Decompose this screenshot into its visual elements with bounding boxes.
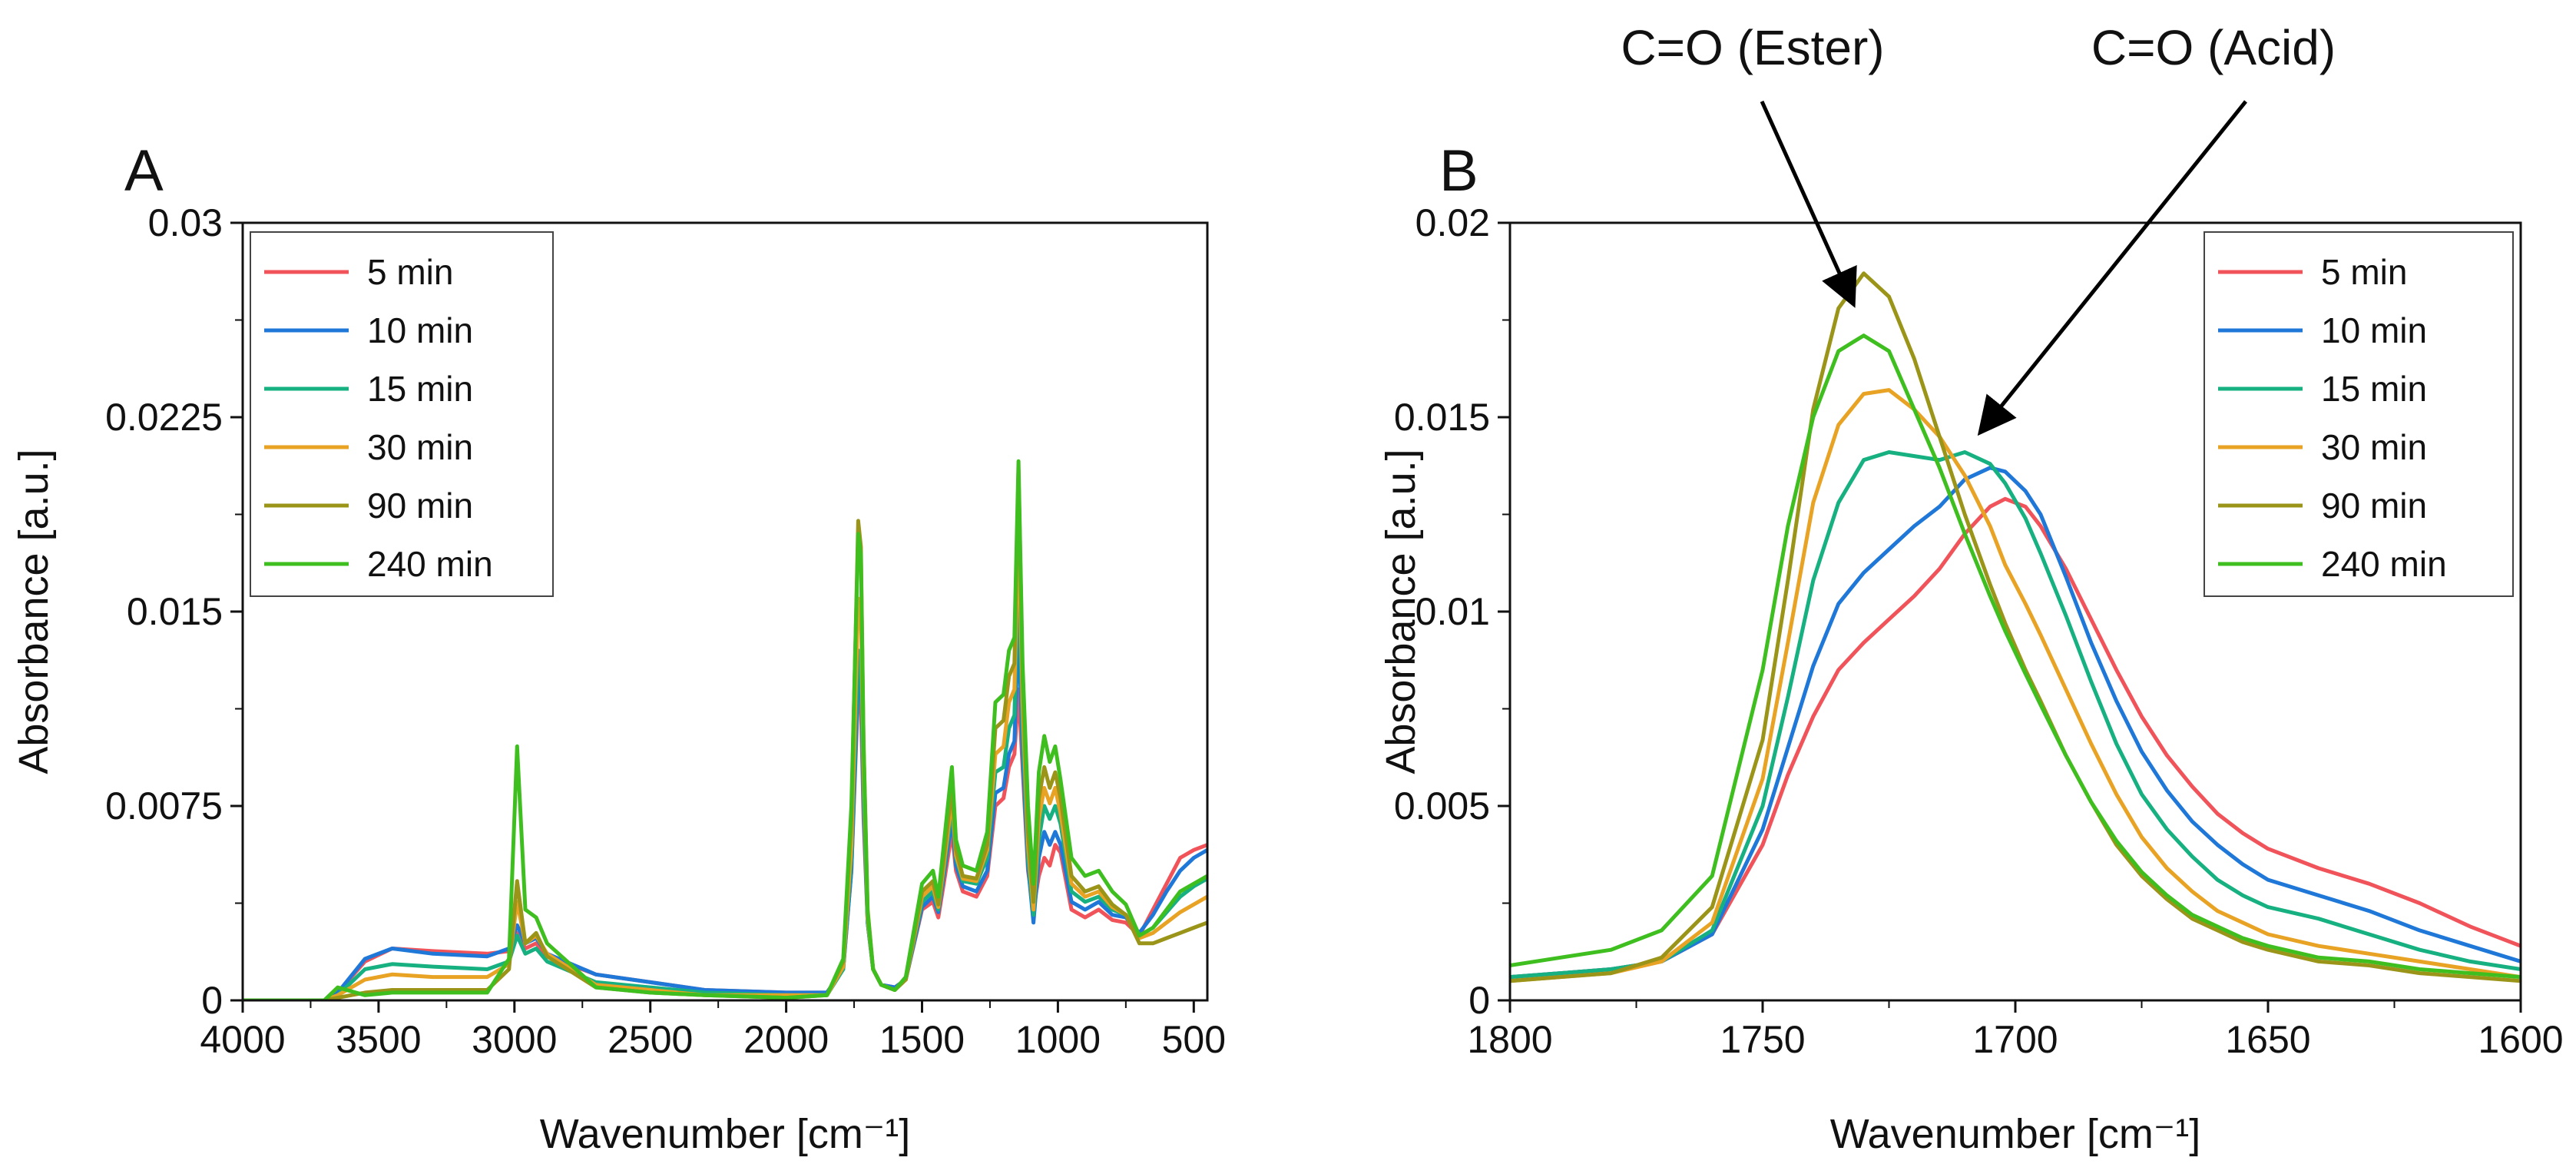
legend-box [250, 231, 554, 597]
x-tick-label: 1650 [2225, 1018, 2310, 1061]
y-tick-label: 0 [201, 979, 223, 1022]
series-line-240-min [1510, 333, 2521, 980]
series-line-90-min [1510, 271, 2521, 983]
y-tick-label: 0.005 [1394, 784, 1490, 827]
y-tick-label: 0.015 [1394, 396, 1490, 439]
y-tick-label: 0 [1468, 979, 1490, 1022]
x-tick-label: 1700 [1972, 1018, 2058, 1061]
series-lines [243, 459, 1207, 1000]
x-tick-label: 1750 [1720, 1018, 1805, 1061]
x-tick-label: 4000 [200, 1018, 285, 1061]
legend-label: 30 min [367, 427, 473, 467]
y-tick-label: 0.03 [148, 201, 223, 244]
annotation-arrow [1977, 100, 2247, 436]
y-tick-label: 0.01 [1415, 590, 1490, 633]
x-tick-label: 2000 [743, 1018, 829, 1061]
legend-label: 5 min [367, 252, 453, 292]
legend-label: 90 min [2321, 486, 2427, 526]
chart-panel-b: B 1800 1750 1700 1650 1600 0 0.005 0.01 0.015 0.02… [1378, 20, 2564, 1157]
legend-label: 90 min [367, 486, 473, 526]
legend-label: 240 min [367, 544, 493, 584]
legend-label: 10 min [2321, 310, 2427, 350]
legend-label: 10 min [367, 310, 473, 350]
x-tick-label: 3000 [472, 1018, 557, 1061]
y-tick-label: 0.02 [1415, 201, 1490, 244]
x-tick-label: 500 [1162, 1018, 1226, 1061]
y-axis-title: Absorbance [a.u.] [1378, 449, 1424, 774]
legend-box [2204, 231, 2514, 597]
x-tick-label: 2500 [608, 1018, 693, 1061]
series-line-15-min [1510, 450, 2521, 980]
x-tick-label: 1500 [879, 1018, 965, 1061]
series-line-30-min [1510, 388, 2521, 983]
y-tick-label: 0.015 [127, 590, 223, 633]
annotation-arrow [1760, 100, 1857, 308]
legend: 5 min 10 min 15 min 30 min 90 min 240 min [2204, 231, 2514, 597]
x-tick-label: 1600 [2478, 1018, 2563, 1061]
panel-letter: A [124, 138, 164, 204]
legend-label: 5 min [2321, 252, 2407, 292]
panel-letter: B [1439, 138, 1478, 204]
x-tick-label: 3500 [336, 1018, 421, 1061]
x-tick-label: 1800 [1467, 1018, 1552, 1061]
legend-label: 15 min [2321, 369, 2427, 409]
y-axis-title: Absorbance [a.u.] [11, 449, 57, 774]
x-axis-title: Wavenumber [cm⁻¹] [540, 1111, 911, 1157]
series-line-15-min [243, 558, 1207, 1000]
legend: 5 min 10 min 15 min 30 min 90 min 240 min [250, 231, 554, 597]
series-line-10-min [1510, 466, 2521, 980]
legend-label: 30 min [2321, 427, 2427, 467]
annotation-label: C=O (Ester) [1621, 20, 1884, 75]
y-tick-label: 0.0225 [105, 396, 223, 439]
annotation-label: C=O (Acid) [2091, 20, 2336, 75]
chart-panel-a: A 4000 3500 3000 2500 2000 1500 1000 500 0 0.0075 0… [11, 138, 1226, 1157]
legend-label: 15 min [367, 369, 473, 409]
series-lines [1510, 271, 2521, 983]
y-tick-label: 0.0075 [105, 784, 223, 827]
legend-label: 240 min [2321, 544, 2447, 584]
x-tick-label: 1000 [1015, 1018, 1101, 1061]
series-line-240-min [243, 459, 1207, 1000]
x-axis-title: Wavenumber [cm⁻¹] [1830, 1111, 2201, 1157]
